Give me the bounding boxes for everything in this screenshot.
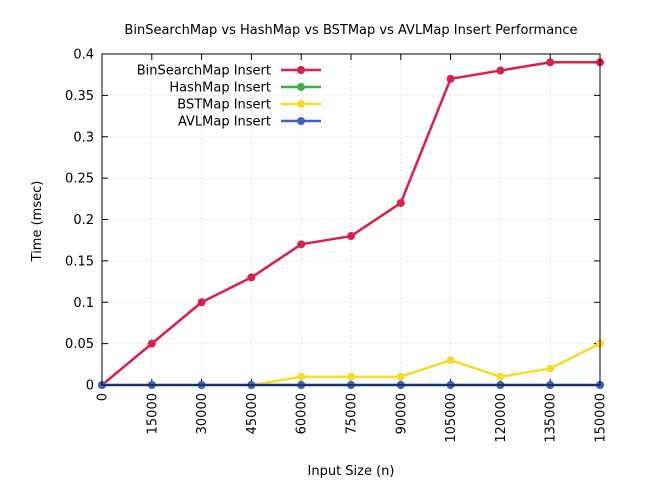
data-point [347, 232, 355, 241]
data-point [446, 356, 455, 365]
legend-swatch-point [297, 100, 305, 108]
x-tick-label: 135000 [544, 393, 559, 443]
data-point [396, 198, 405, 207]
y-tick-label: 0.4 [73, 48, 94, 63]
legend-entry: BinSearchMap Insert [137, 64, 321, 79]
data-point [396, 372, 405, 381]
x-tick-label: 0 [96, 393, 111, 401]
y-tick-label: 0 [86, 379, 94, 394]
series-lines [98, 58, 604, 389]
legend: BinSearchMap Insert HashMap Insert BSTMap … [137, 64, 321, 130]
legend-entry: HashMap Insert [169, 81, 321, 96]
y-tick-label: 0.2 [73, 213, 94, 228]
data-point [347, 372, 355, 381]
grid [102, 54, 600, 385]
chart-title: BinSearchMap vs HashMap vs BSTMap vs AVL… [124, 23, 577, 38]
y-tick-label: 0.05 [65, 337, 94, 352]
data-point [297, 240, 306, 249]
y-tick-label: 0.15 [65, 254, 94, 269]
y-tick-label: 0.3 [73, 130, 94, 145]
data-point [546, 58, 555, 67]
data-point [496, 372, 505, 381]
x-tick-label: 90000 [394, 393, 409, 434]
x-axis-label: Input Size (n) [308, 464, 395, 479]
legend-swatch-point [297, 83, 305, 91]
legend-entry: AVLMap Insert [178, 115, 321, 130]
legend-entry: BSTMap Insert [177, 98, 321, 113]
y-tick-label: 0.35 [65, 89, 94, 104]
data-point [147, 339, 156, 348]
x-tick-label: 45000 [245, 393, 260, 434]
x-tick-label: 30000 [195, 393, 210, 434]
data-point [247, 273, 256, 282]
x-tick-label: 120000 [494, 393, 509, 443]
series-0 [98, 58, 604, 389]
x-tick-label: 15000 [145, 393, 160, 434]
x-tick-label: 75000 [345, 393, 360, 434]
data-point [297, 372, 306, 381]
data-point [496, 66, 505, 75]
x-tick-label: 60000 [295, 393, 310, 434]
plot-frame [101, 53, 601, 386]
legend-swatch-point [297, 117, 305, 125]
legend-label: HashMap Insert [169, 81, 271, 96]
legend-label: BSTMap Insert [177, 98, 271, 113]
x-tick-label: 105000 [444, 393, 459, 443]
data-point [546, 364, 555, 373]
data-point [446, 74, 455, 83]
legend-label: BinSearchMap Insert [137, 64, 271, 79]
legend-label: AVLMap Insert [178, 115, 271, 130]
legend-swatch-point [297, 66, 305, 74]
x-tick-label: 150000 [594, 393, 609, 443]
data-point [197, 298, 206, 307]
axis-ticks: 0 0.05 0.1 0.15 0.2 0.25 0.3 0.35 0.4 0 15000 30000… [65, 48, 608, 443]
y-tick-label: 0.1 [73, 296, 94, 311]
y-axis-label: Time (msec) [30, 181, 45, 263]
y-tick-label: 0.25 [65, 172, 94, 187]
